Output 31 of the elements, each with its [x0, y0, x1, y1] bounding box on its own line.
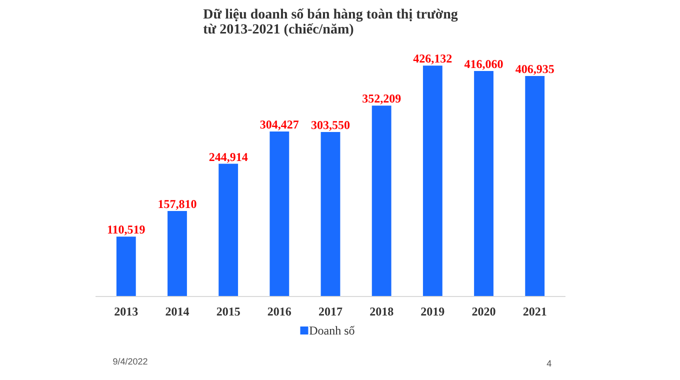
data-label: 416,060: [464, 57, 504, 72]
data-label: 406,935: [515, 62, 554, 76]
chart-title: Dữ liệu doanh số bán hàng toàn thị trường từ 2013-2021 (chiếc/năm): [203, 8, 458, 38]
x-tick-label: 2014: [165, 304, 190, 318]
bar: [474, 71, 494, 296]
x-tick-label: 2019: [420, 304, 445, 318]
data-label: 244,914: [208, 150, 248, 164]
bar: [372, 106, 392, 296]
data-label: 303,550: [311, 118, 350, 132]
x-tick-label: 2020: [472, 304, 496, 318]
text: 4: [546, 358, 552, 368]
legend-label: Doanh số: [309, 324, 355, 338]
bar: [525, 76, 545, 296]
x-tick-label: 2018: [370, 304, 394, 318]
bar: [422, 66, 442, 296]
bar: [320, 132, 340, 296]
x-tick-label: 2016: [267, 304, 292, 318]
text: 9/4/2022: [112, 356, 148, 366]
data-label: 110,519: [106, 222, 146, 237]
data-label: 352,209: [362, 92, 402, 106]
bar: [218, 164, 238, 296]
x-tick-label: 2013: [114, 304, 138, 318]
bar: [270, 132, 290, 296]
bar: [168, 210, 187, 296]
data-label: 304,427: [260, 118, 299, 132]
x-tick-label: 2015: [216, 304, 240, 318]
data-label: 157,810: [158, 196, 197, 211]
bar: [116, 236, 136, 296]
data-label: 426,132: [413, 52, 452, 66]
x-tick-label: 2021: [522, 304, 547, 318]
x-tick-label: 2017: [318, 304, 342, 318]
